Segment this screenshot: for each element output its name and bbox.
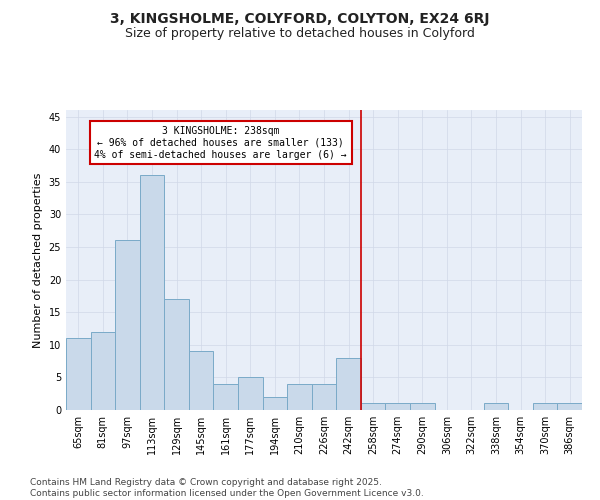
Bar — [66, 338, 91, 410]
Bar — [557, 404, 582, 410]
Bar — [385, 404, 410, 410]
Bar — [287, 384, 312, 410]
Text: Contains HM Land Registry data © Crown copyright and database right 2025.
Contai: Contains HM Land Registry data © Crown c… — [30, 478, 424, 498]
Bar — [115, 240, 140, 410]
Bar — [533, 404, 557, 410]
Bar — [140, 175, 164, 410]
Bar — [164, 299, 189, 410]
Bar — [410, 404, 434, 410]
Bar — [361, 404, 385, 410]
Bar — [189, 352, 214, 410]
Y-axis label: Number of detached properties: Number of detached properties — [33, 172, 43, 348]
Bar — [91, 332, 115, 410]
Bar — [238, 378, 263, 410]
Text: 3, KINGSHOLME, COLYFORD, COLYTON, EX24 6RJ: 3, KINGSHOLME, COLYFORD, COLYTON, EX24 6… — [110, 12, 490, 26]
Bar — [484, 404, 508, 410]
Text: 3 KINGSHOLME: 238sqm
← 96% of detached houses are smaller (133)
4% of semi-detac: 3 KINGSHOLME: 238sqm ← 96% of detached h… — [94, 126, 347, 160]
Bar — [214, 384, 238, 410]
Bar — [312, 384, 336, 410]
Bar — [336, 358, 361, 410]
Bar — [263, 397, 287, 410]
Text: Size of property relative to detached houses in Colyford: Size of property relative to detached ho… — [125, 28, 475, 40]
